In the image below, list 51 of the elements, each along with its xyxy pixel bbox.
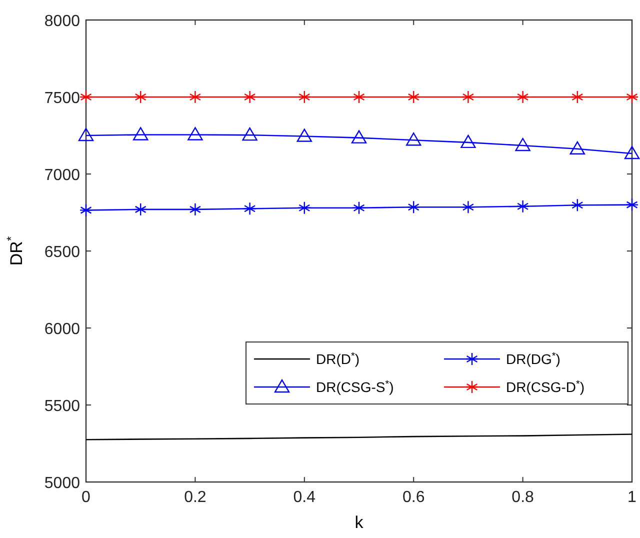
point (462, 200, 475, 214)
point (188, 202, 202, 216)
point (298, 201, 311, 214)
point (133, 127, 148, 140)
point (625, 198, 639, 212)
point (516, 90, 530, 104)
point (243, 202, 256, 216)
x-axis-title: k (354, 513, 364, 532)
point (570, 90, 584, 104)
point (352, 201, 366, 214)
point (570, 198, 584, 212)
legend-label: DR(CSG-D$^{*}$) (506, 378, 584, 395)
point (351, 130, 367, 144)
y-tick-label: 6500 (44, 244, 80, 261)
y-tick-label: 5500 (44, 398, 80, 415)
x-tick-label: 0.4 (293, 489, 316, 506)
point (516, 200, 530, 213)
point (624, 146, 640, 160)
point (79, 204, 93, 217)
y-tick-label: 6000 (44, 321, 80, 338)
point (515, 138, 530, 152)
point (188, 127, 203, 140)
x-tick-label: 1 (628, 489, 637, 506)
point (188, 90, 202, 104)
y-tick-label: 7500 (44, 90, 80, 107)
y-tick-label: 8000 (44, 13, 80, 30)
x-tick-label: 0.6 (402, 489, 425, 506)
x-tick-label: 0.2 (184, 489, 206, 506)
point (296, 128, 312, 142)
point (570, 141, 585, 154)
point (78, 128, 94, 142)
point (352, 90, 366, 104)
y-tick-label: 5000 (44, 475, 80, 492)
legend-label: DR(D$^{*}$) (316, 350, 360, 367)
y-tick-label: 7000 (44, 167, 80, 184)
point (298, 90, 311, 104)
point (625, 90, 639, 104)
point (407, 90, 420, 104)
point (134, 202, 148, 216)
x-tick-label: 0.8 (512, 489, 534, 506)
point (242, 127, 258, 141)
legend-label: DR(DG$^{*}$) (506, 350, 560, 367)
legend-label: DR(CSG-S$^{*}$) (316, 378, 394, 395)
point (243, 90, 256, 104)
point (407, 200, 420, 214)
point (134, 90, 148, 104)
x-tick-label: 0 (82, 489, 91, 506)
point (406, 132, 422, 146)
point (460, 134, 476, 148)
point (79, 90, 93, 104)
point (462, 90, 475, 104)
